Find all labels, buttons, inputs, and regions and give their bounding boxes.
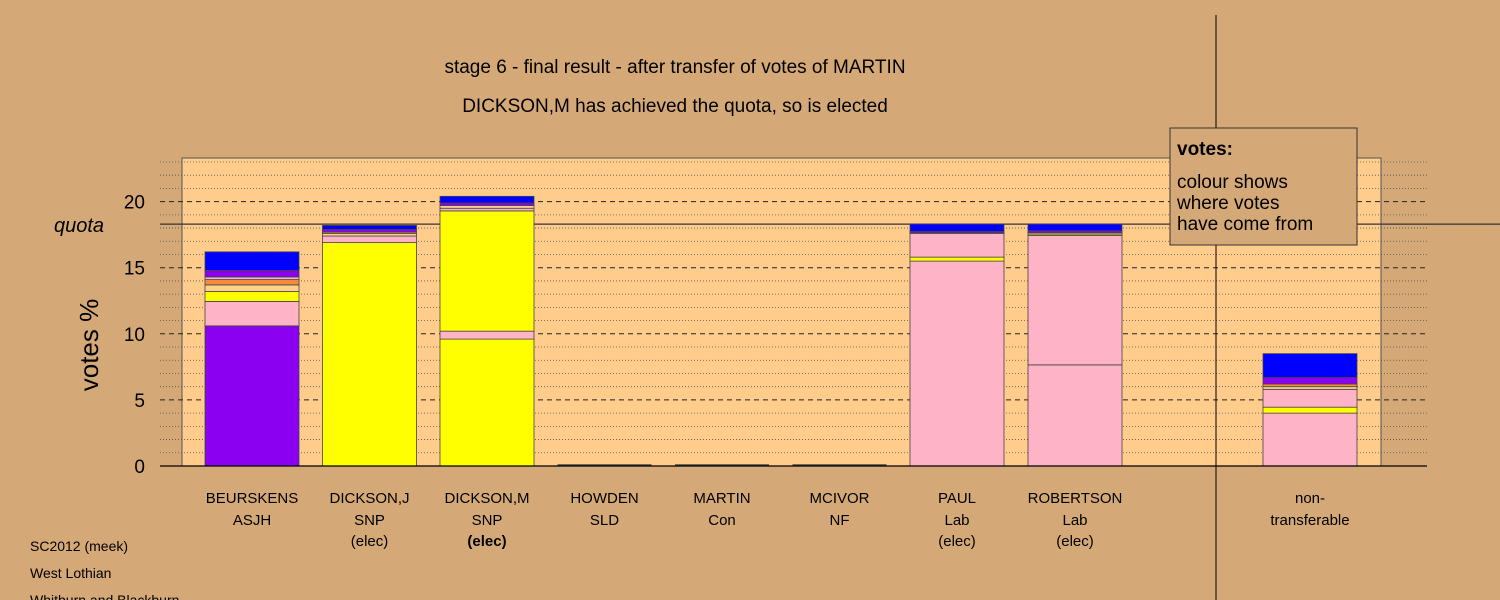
category-name: PAUL — [938, 490, 976, 507]
category-labels: BEURSKENS ASJH DICKSON,J SNP (elec) DICKSON,M… — [206, 490, 1350, 550]
legend-line: where votes — [1176, 193, 1279, 214]
bar-segment — [204, 291, 300, 302]
chart-subtitle: DICKSON,M has achieved the quota, so is … — [462, 96, 888, 117]
quota-label: quota — [54, 215, 104, 237]
axes — [160, 15, 1427, 600]
y-tick-label: 0 — [134, 457, 145, 478]
category-status: (elec) — [467, 533, 506, 550]
footer: SC2012 (meek) West Lothian Whitburn and … — [30, 538, 179, 600]
chart-title: stage 6 - final result - after transfer … — [444, 57, 905, 78]
footer-line: Whitburn and Blackburn — [30, 592, 179, 600]
category-name: DICKSON,J — [329, 490, 409, 507]
bar-segment — [1262, 377, 1358, 385]
bar-segment — [1262, 412, 1358, 467]
category-party: ASJH — [233, 512, 271, 529]
footer-line: West Lothian — [30, 565, 111, 581]
bar-segment — [909, 223, 1005, 232]
bar-segment — [322, 235, 417, 244]
category-party: Lab — [1062, 512, 1087, 529]
category-party: Con — [708, 512, 736, 529]
legend-box — [1169, 127, 1358, 246]
category-status: (elec) — [351, 533, 389, 550]
category-name: ROBERTSON — [1028, 490, 1123, 507]
bar-segment — [1027, 234, 1123, 366]
category-party: transferable — [1270, 512, 1349, 529]
y-tick-label: 5 — [134, 391, 145, 412]
bar-segment — [909, 232, 1005, 258]
bar-segment — [322, 242, 417, 467]
category-name: MCIVOR — [810, 490, 870, 507]
footer-line: SC2012 (meek) — [30, 538, 128, 554]
category-name: non- — [1295, 490, 1325, 507]
legend: votes: colour shows where votes have com… — [1169, 127, 1358, 246]
category-status: (elec) — [938, 533, 976, 550]
category-status: (elec) — [1056, 533, 1094, 550]
bar-segment — [1262, 353, 1358, 378]
legend-title: votes: — [1177, 139, 1233, 160]
bar-segment — [1262, 388, 1358, 408]
bar-segment — [204, 279, 300, 286]
bar-segment — [909, 256, 1005, 262]
y-tick-label: 20 — [124, 193, 145, 214]
category-party: SLD — [590, 512, 619, 529]
bar-segment — [909, 260, 1005, 467]
bar-segment — [204, 325, 300, 467]
bar-segment — [204, 301, 300, 327]
bar-segment — [439, 330, 535, 340]
category-name: BEURSKENS — [206, 490, 299, 507]
category-name: DICKSON,M — [444, 490, 529, 507]
legend-line: have come from — [1177, 214, 1313, 235]
category-name: MARTIN — [693, 490, 750, 507]
bars — [204, 195, 1358, 467]
bar-segment — [1027, 364, 1123, 467]
bar-segment — [204, 284, 300, 292]
category-party: SNP — [354, 512, 385, 529]
category-party: NF — [830, 512, 850, 529]
bar-segment — [439, 195, 535, 204]
bar-segment — [1262, 406, 1358, 414]
bar-segment — [439, 210, 535, 332]
y-tick-label: 15 — [124, 259, 145, 280]
category-party: SNP — [472, 512, 503, 529]
category-party: Lab — [944, 512, 969, 529]
y-tick-labels: 0 5 10 15 20 — [124, 193, 145, 478]
bar-segment — [1027, 223, 1123, 232]
bar-segment — [322, 225, 417, 230]
y-tick-label: 10 — [124, 325, 145, 346]
bar-segment — [204, 269, 300, 278]
y-axis-label: votes % — [74, 299, 104, 392]
bar-segment — [204, 251, 300, 271]
bar-segment — [439, 338, 535, 467]
category-name: HOWDEN — [570, 490, 638, 507]
legend-line: colour shows — [1177, 172, 1288, 193]
